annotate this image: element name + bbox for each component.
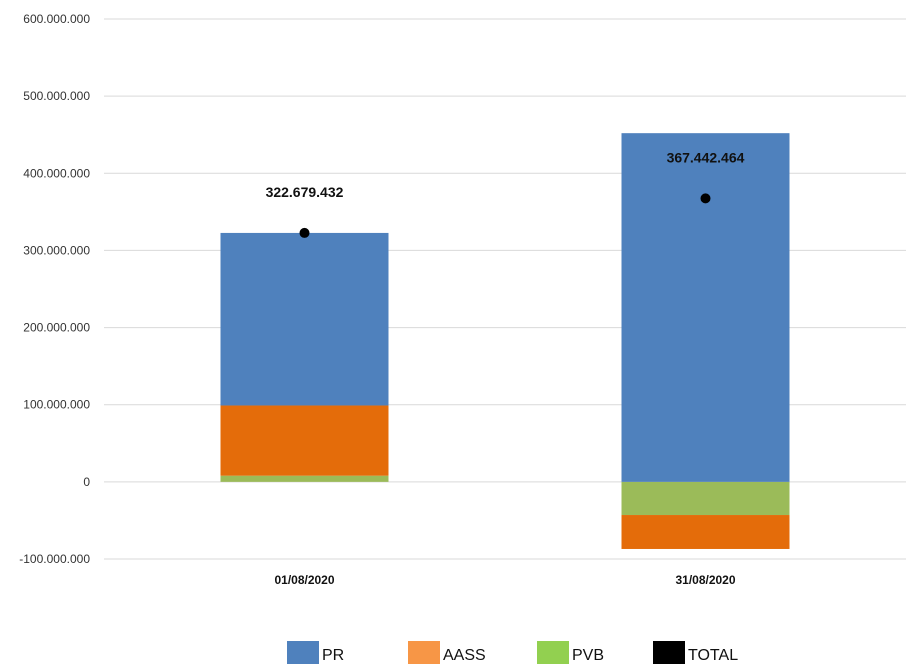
- total-marker-2: [700, 193, 711, 204]
- legend-label-total: TOTAL: [688, 647, 738, 664]
- x-axis: 01/08/2020 31/08/2020: [274, 573, 735, 587]
- legend-label-aass: AASS: [443, 647, 486, 664]
- legend-label-pr: PR: [322, 647, 344, 664]
- legend-swatch-aass: [408, 641, 440, 664]
- y-tick-label: 0: [83, 475, 90, 489]
- total-data-label-2: 367.442.464: [667, 149, 745, 165]
- y-tick-label: 500.000.000: [23, 89, 90, 103]
- total-marker-1: [299, 227, 310, 238]
- x-category-label: 01/08/2020: [274, 573, 334, 587]
- bars: [220, 133, 790, 549]
- legend-label-pvb: PVB: [572, 647, 604, 664]
- y-axis: -100.000.000 0 100.000.000 200.000.000 300.0…: [19, 12, 90, 566]
- total-data-label-1: 322.679.432: [266, 184, 344, 200]
- bar-pvb-2: [621, 481, 790, 516]
- bar-pr-1: [220, 232, 389, 406]
- x-category-label: 31/08/2020: [675, 573, 735, 587]
- bar-aass-1: [220, 405, 389, 476]
- legend: PR AASS PVB TOTAL: [287, 641, 738, 664]
- legend-swatch-pr: [287, 641, 319, 664]
- totals: 322.679.432 367.442.464: [266, 149, 745, 238]
- y-tick-label: 600.000.000: [23, 12, 90, 26]
- y-tick-label: 300.000.000: [23, 243, 90, 257]
- y-tick-label: 400.000.000: [23, 166, 90, 180]
- y-tick-label: -100.000.000: [19, 552, 90, 566]
- bar-pr-2: [621, 133, 790, 482]
- legend-swatch-total: [653, 641, 685, 664]
- legend-swatch-pvb: [537, 641, 569, 664]
- y-tick-label: 200.000.000: [23, 321, 90, 335]
- bar-pvb-1: [220, 475, 389, 482]
- y-tick-label: 100.000.000: [23, 398, 90, 412]
- bar-aass-2: [621, 515, 790, 549]
